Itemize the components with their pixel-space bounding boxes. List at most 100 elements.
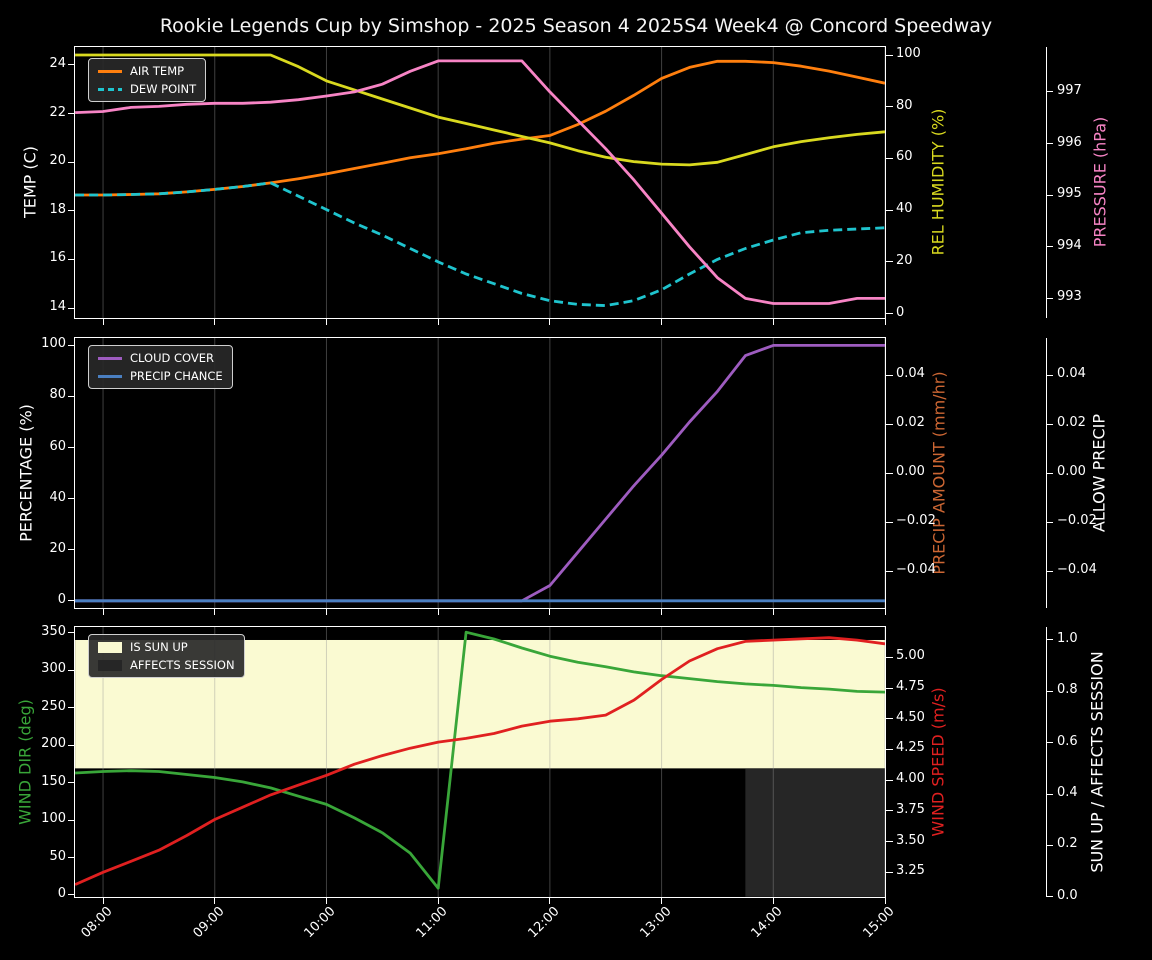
x-tick-mark	[214, 319, 216, 325]
legend-label: IS SUN UP	[130, 640, 188, 654]
y-tick-mark	[68, 395, 75, 397]
x-tick-mark	[884, 319, 886, 325]
y-tick-mark	[68, 744, 75, 746]
x-tick-label: 09:00	[190, 904, 228, 942]
y-tick-label: 997	[1057, 82, 1082, 98]
y-tick-mark	[1046, 690, 1053, 692]
y-tick-label: 100	[41, 336, 66, 352]
pressure-axis-label: PRESSURE (hPa)	[1090, 116, 1110, 248]
y-tick-label: 80	[896, 97, 913, 113]
y-tick-mark	[1046, 472, 1053, 474]
y-tick-label: 16	[49, 250, 66, 266]
series-dew-point	[75, 181, 885, 308]
secondary-right-spine	[1046, 627, 1047, 897]
y-tick-label: 0.00	[1057, 464, 1086, 480]
legend-label: AFFECTS SESSION	[130, 658, 235, 672]
y-tick-label: 0	[896, 304, 905, 320]
x-tick-mark	[437, 609, 439, 615]
y-tick-mark	[886, 54, 893, 56]
y-tick-label: 60	[896, 149, 913, 165]
x-tick-mark	[325, 609, 327, 615]
y-tick-mark	[68, 857, 75, 859]
y-tick-mark	[886, 261, 893, 263]
y-tick-label: 50	[49, 848, 66, 864]
y-tick-label: 40	[49, 489, 66, 505]
y-tick-label: 60	[49, 438, 66, 454]
dew-point-dash-swatch	[98, 87, 122, 91]
x-tick-label: 15:00	[860, 904, 898, 942]
series-rel-humidity	[75, 53, 885, 167]
x-tick-mark	[772, 898, 774, 904]
y-tick-mark	[68, 549, 75, 551]
x-tick-mark	[772, 609, 774, 615]
x-tick-mark	[437, 898, 439, 904]
legend-label: PRECIP CHANCE	[130, 369, 223, 383]
y-tick-mark	[1046, 570, 1053, 572]
x-tick-mark	[661, 898, 663, 904]
x-tick-mark	[102, 898, 104, 904]
y-tick-mark	[886, 718, 893, 720]
legend-item-is-sun-up: IS SUN UP	[98, 640, 235, 654]
y-tick-mark	[886, 810, 893, 812]
series-wind-speed	[75, 636, 885, 886]
y-tick-label: 0.8	[1057, 682, 1078, 698]
precip-amount-axis-label: PRECIP AMOUNT (mm/hr)	[929, 371, 949, 575]
x-tick-mark	[884, 609, 886, 615]
y-tick-mark	[886, 374, 893, 376]
y-tick-label: 100	[896, 46, 921, 62]
legend-label: AIR TEMP	[130, 64, 185, 78]
y-tick-mark	[68, 819, 75, 821]
y-tick-mark	[1046, 844, 1053, 846]
legend-temperature: AIR TEMP DEW POINT	[88, 58, 207, 102]
x-tick-mark	[102, 609, 104, 615]
x-tick-mark	[102, 319, 104, 325]
x-tick-mark	[549, 609, 551, 615]
x-tick-label: 12:00	[525, 904, 563, 942]
y-tick-label: 996	[1057, 134, 1082, 150]
percentage-axis-label: PERCENTAGE (%)	[16, 404, 36, 542]
y-tick-mark	[1046, 423, 1053, 425]
y-tick-label: 150	[41, 773, 66, 789]
y-tick-mark	[1046, 246, 1053, 248]
y-tick-mark	[68, 447, 75, 449]
y-tick-mark	[68, 307, 75, 309]
y-tick-mark	[1046, 143, 1053, 145]
y-tick-label: 0.04	[896, 366, 925, 382]
y-tick-mark	[1046, 639, 1053, 641]
y-tick-mark	[68, 632, 75, 634]
y-tick-label: 350	[41, 623, 66, 639]
y-tick-label: 14	[49, 299, 66, 315]
precip-chance-line-swatch	[98, 374, 122, 378]
x-tick-label: 14:00	[748, 904, 786, 942]
y-tick-label: −0.04	[1057, 562, 1097, 578]
y-tick-mark	[68, 600, 75, 602]
y-tick-label: 0.04	[1057, 366, 1086, 382]
y-tick-label: 993	[1057, 289, 1082, 305]
x-tick-label: 11:00	[413, 904, 451, 942]
legend-item-precip-chance: PRECIP CHANCE	[98, 369, 223, 383]
y-tick-mark	[886, 472, 893, 474]
series-air-temp	[75, 59, 885, 197]
y-tick-label: −0.04	[896, 562, 936, 578]
x-tick-mark	[772, 319, 774, 325]
band-affects-session	[745, 768, 885, 897]
y-tick-mark	[1046, 896, 1053, 898]
y-tick-label: 3.25	[896, 863, 925, 879]
wind-dir-axis-label: WIND DIR (deg)	[15, 699, 35, 825]
x-tick-mark	[661, 319, 663, 325]
x-tick-mark	[661, 609, 663, 615]
y-tick-label: 100	[41, 811, 66, 827]
legend-precip: CLOUD COVER PRECIP CHANCE	[88, 345, 233, 389]
y-tick-mark	[886, 209, 893, 211]
legend-label: CLOUD COVER	[130, 351, 215, 365]
y-tick-label: 0.2	[1057, 836, 1078, 852]
y-tick-label: 0.0	[1057, 887, 1078, 903]
x-tick-mark	[325, 319, 327, 325]
series-pressure	[75, 59, 885, 305]
y-tick-mark	[68, 113, 75, 115]
y-tick-mark	[886, 779, 893, 781]
y-tick-label: 20	[49, 540, 66, 556]
x-tick-label: 10:00	[301, 904, 340, 942]
cloud-cover-line-swatch	[98, 356, 122, 360]
